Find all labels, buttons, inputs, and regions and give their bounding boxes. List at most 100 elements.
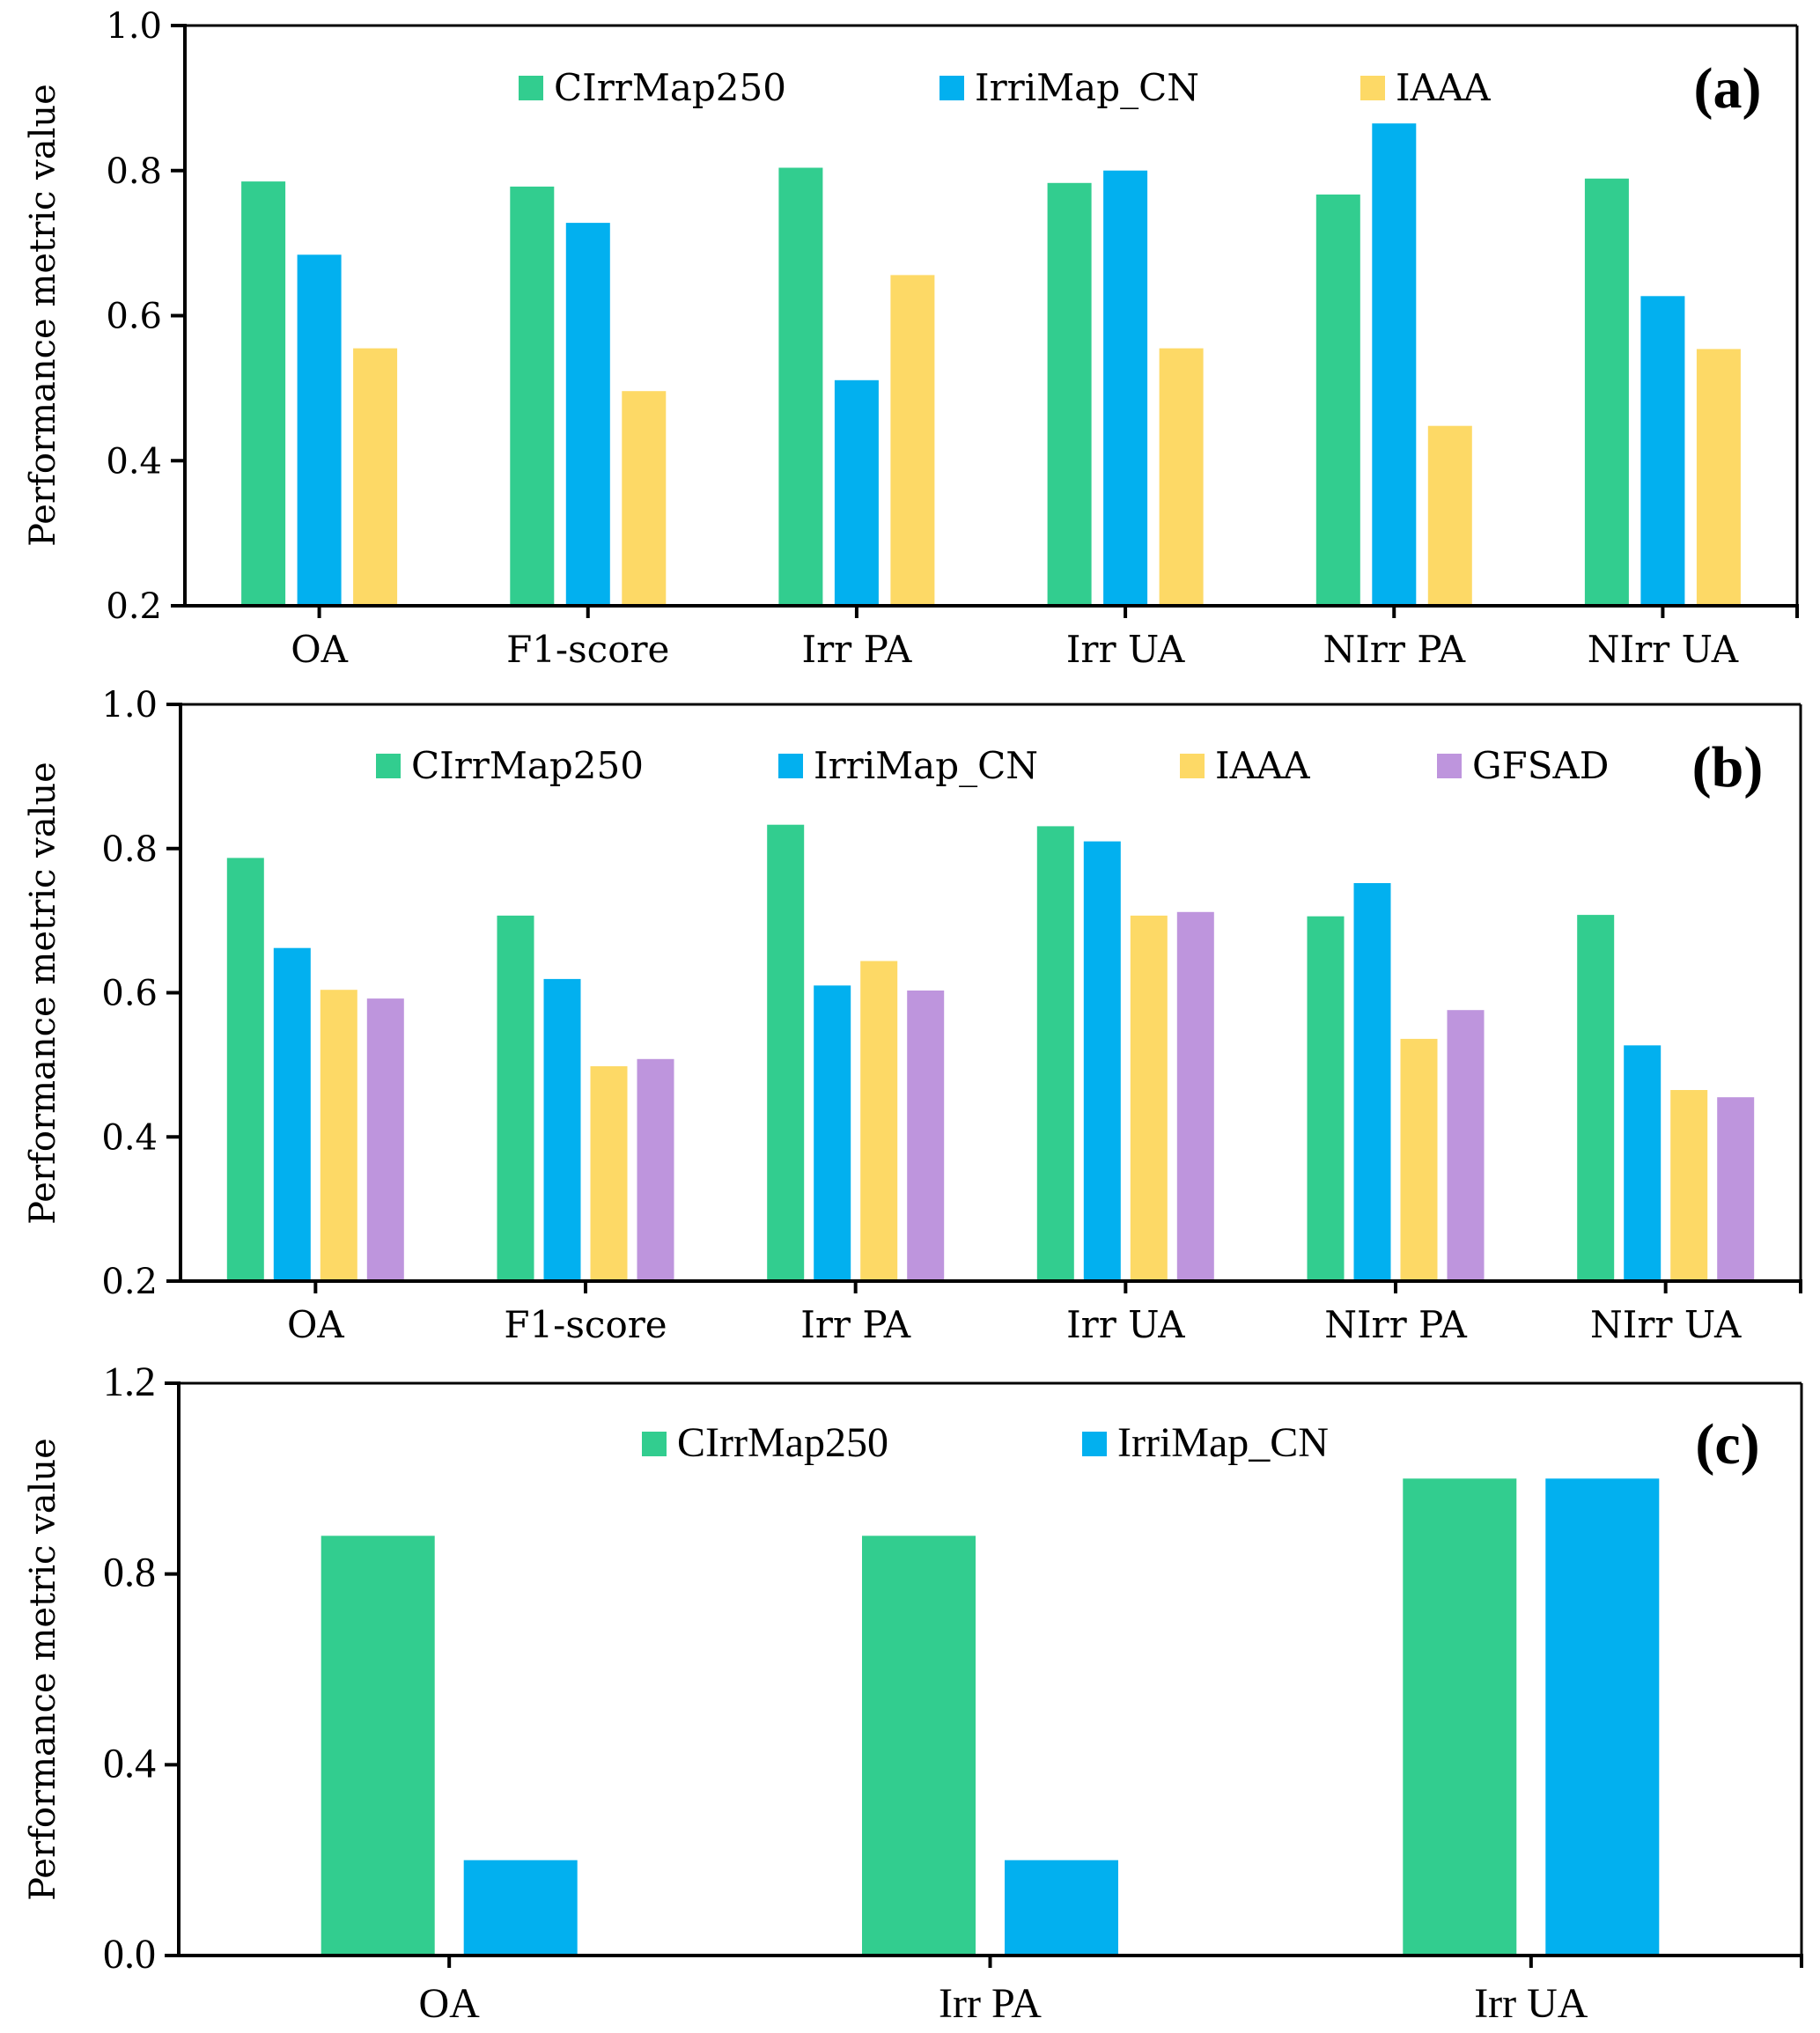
x-tick-label-irr-pa: Irr PA bbox=[939, 1980, 1042, 2027]
y-tick-label: 0.4 bbox=[106, 441, 162, 482]
legend-swatch-iaaa bbox=[1180, 754, 1205, 778]
bar-cirrmap250-nirr-ua bbox=[1584, 178, 1629, 607]
x-tick-label-nirr-pa: NIrr PA bbox=[1324, 1303, 1467, 1346]
legend-swatch-cirrmap250 bbox=[519, 76, 543, 100]
legend-item-irrimap-cn: IrriMap_CN bbox=[939, 66, 1199, 109]
x-tick-label-irr-ua: Irr UA bbox=[1066, 1303, 1185, 1346]
legend-item-irrimap-cn: IrriMap_CN bbox=[778, 744, 1038, 787]
legend-label-iaaa: IAAA bbox=[1215, 744, 1310, 787]
bar-cirrmap250-irr-ua bbox=[1403, 1478, 1517, 1956]
bar-iaaa-nirr-ua bbox=[1696, 349, 1741, 606]
bar-iaaa-nirr-pa bbox=[1400, 1038, 1438, 1281]
bar-cirrmap250-irr-ua bbox=[1047, 182, 1092, 607]
bar-iaaa-irr-pa bbox=[860, 961, 898, 1281]
x-tick-label-oa: OA bbox=[287, 1303, 344, 1346]
y-axis-label-b: Performance metric value bbox=[23, 762, 63, 1225]
legend-swatch-irrimap-cn bbox=[1082, 1432, 1107, 1456]
legend-item-iaaa: IAAA bbox=[1360, 66, 1491, 109]
x-tick-label-irr-ua: Irr UA bbox=[1474, 1980, 1588, 2027]
bar-gfsad-irr-ua bbox=[1176, 911, 1214, 1281]
bar-iaaa-oa bbox=[320, 990, 357, 1281]
bar-irrimap-cn-nirr-pa bbox=[1353, 883, 1391, 1281]
bar-gfsad-f1-score bbox=[637, 1058, 674, 1281]
bar-irrimap-cn-f1-score bbox=[565, 223, 610, 606]
panel-a-chart: (a) Performance metric value 0.2 0.4 0.6 0.… bbox=[23, 6, 1799, 671]
bar-iaaa-f1-score bbox=[590, 1066, 628, 1281]
panel-tag-b: (b) bbox=[1692, 735, 1764, 799]
bar-cirrmap250-nirr-ua bbox=[1577, 915, 1615, 1281]
bar-cirrmap250-irr-pa bbox=[778, 167, 823, 606]
y-tick-label: 0.2 bbox=[101, 1262, 158, 1302]
legend-swatch-iaaa bbox=[1360, 76, 1385, 100]
legend-label-cirrmap250: CIrrMap250 bbox=[411, 744, 644, 787]
bar-irrimap-cn-nirr-pa bbox=[1372, 123, 1417, 606]
bar-cirrmap250-f1-score bbox=[510, 186, 555, 606]
bar-irrimap-cn-irr-ua bbox=[1545, 1478, 1660, 1956]
bar-iaaa-oa bbox=[353, 348, 398, 606]
y-tick-label: 0.8 bbox=[106, 151, 162, 192]
y-tick-label: 0.4 bbox=[101, 1117, 158, 1158]
legend-swatch-gfsad bbox=[1437, 754, 1462, 778]
panel-tag-a: (a) bbox=[1694, 56, 1762, 121]
legend-item-cirrmap250: CIrrMap250 bbox=[642, 1419, 888, 1466]
legend-swatch-cirrmap250 bbox=[376, 754, 401, 778]
y-tick-label: 0.0 bbox=[103, 1931, 156, 1978]
bar-irrimap-cn-f1-score bbox=[543, 978, 581, 1281]
bar-iaaa-irr-ua bbox=[1159, 348, 1204, 606]
y-tick-label: 0.8 bbox=[103, 1550, 156, 1596]
bar-gfsad-oa bbox=[366, 998, 404, 1281]
x-tick-label-oa: OA bbox=[419, 1980, 481, 2027]
legend-label-irrimap-cn: IrriMap_CN bbox=[814, 744, 1038, 787]
legend-swatch-irrimap-cn bbox=[939, 76, 964, 100]
bar-cirrmap250-irr-pa bbox=[862, 1536, 976, 1956]
legend-label-gfsad: GFSAD bbox=[1472, 744, 1609, 787]
x-tick-label-irr-pa: Irr PA bbox=[801, 628, 912, 671]
bar-irrimap-cn-irr-ua bbox=[1103, 170, 1148, 606]
y-tick-label: 0.2 bbox=[106, 586, 162, 627]
bar-irrimap-cn-nirr-ua bbox=[1624, 1045, 1662, 1281]
legend-item-irrimap-cn: IrriMap_CN bbox=[1082, 1419, 1329, 1466]
y-tick-label: 0.6 bbox=[106, 297, 162, 337]
y-tick-label: 0.6 bbox=[101, 974, 158, 1014]
bar-cirrmap250-nirr-pa bbox=[1315, 194, 1360, 606]
bar-irrimap-cn-oa bbox=[463, 1860, 578, 1956]
bar-gfsad-nirr-ua bbox=[1717, 1097, 1755, 1281]
bar-gfsad-nirr-pa bbox=[1447, 1010, 1485, 1281]
bar-irrimap-cn-irr-pa bbox=[1005, 1860, 1118, 1956]
x-tick-label-nirr-ua: NIrr UA bbox=[1590, 1303, 1742, 1346]
bar-cirrmap250-oa bbox=[226, 858, 264, 1281]
y-axis-label-a: Performance metric value bbox=[23, 84, 63, 547]
bar-irrimap-cn-oa bbox=[273, 947, 311, 1281]
legend-swatch-irrimap-cn bbox=[778, 754, 803, 778]
y-tick-label: 1.2 bbox=[103, 1359, 156, 1405]
x-tick-label-nirr-pa: NIrr PA bbox=[1323, 628, 1465, 671]
bar-iaaa-irr-ua bbox=[1130, 915, 1168, 1281]
panel-tag-c: (c) bbox=[1695, 1412, 1759, 1477]
panel-b-chart: (b) Performance metric value 0.2 0.4 0.6 0.… bbox=[23, 685, 1802, 1346]
bar-cirrmap250-irr-pa bbox=[767, 824, 805, 1281]
bar-irrimap-cn-oa bbox=[297, 254, 342, 606]
bar-iaaa-nirr-pa bbox=[1427, 425, 1472, 606]
panel-c-chart: (c) Performance metric value 0.0 0.4 0.8 1.… bbox=[23, 1359, 1803, 2027]
x-tick-label-f1-score: F1-score bbox=[504, 1303, 667, 1346]
y-tick-label: 0.8 bbox=[101, 829, 158, 870]
bar-cirrmap250-irr-ua bbox=[1036, 826, 1074, 1281]
x-tick-label-irr-pa: Irr PA bbox=[800, 1303, 911, 1346]
y-tick-label: 0.4 bbox=[103, 1740, 156, 1786]
legend-label-cirrmap250: CIrrMap250 bbox=[554, 66, 786, 109]
legend-label-irrimap-cn: IrriMap_CN bbox=[1117, 1419, 1329, 1466]
bar-cirrmap250-oa bbox=[241, 181, 286, 606]
legend-label-cirrmap250: CIrrMap250 bbox=[677, 1419, 888, 1466]
legend-item-cirrmap250: CIrrMap250 bbox=[519, 66, 786, 109]
legend-swatch-cirrmap250 bbox=[642, 1432, 667, 1456]
bar-iaaa-f1-score bbox=[622, 391, 667, 606]
bar-cirrmap250-oa bbox=[321, 1536, 435, 1956]
bar-irrimap-cn-irr-pa bbox=[834, 379, 879, 606]
bar-irrimap-cn-nirr-ua bbox=[1640, 296, 1685, 606]
x-tick-label-f1-score: F1-score bbox=[506, 628, 669, 671]
bar-iaaa-irr-pa bbox=[890, 275, 935, 606]
x-tick-label-irr-ua: Irr UA bbox=[1066, 628, 1185, 671]
bar-cirrmap250-f1-score bbox=[497, 915, 534, 1281]
legend-label-iaaa: IAAA bbox=[1396, 66, 1491, 109]
